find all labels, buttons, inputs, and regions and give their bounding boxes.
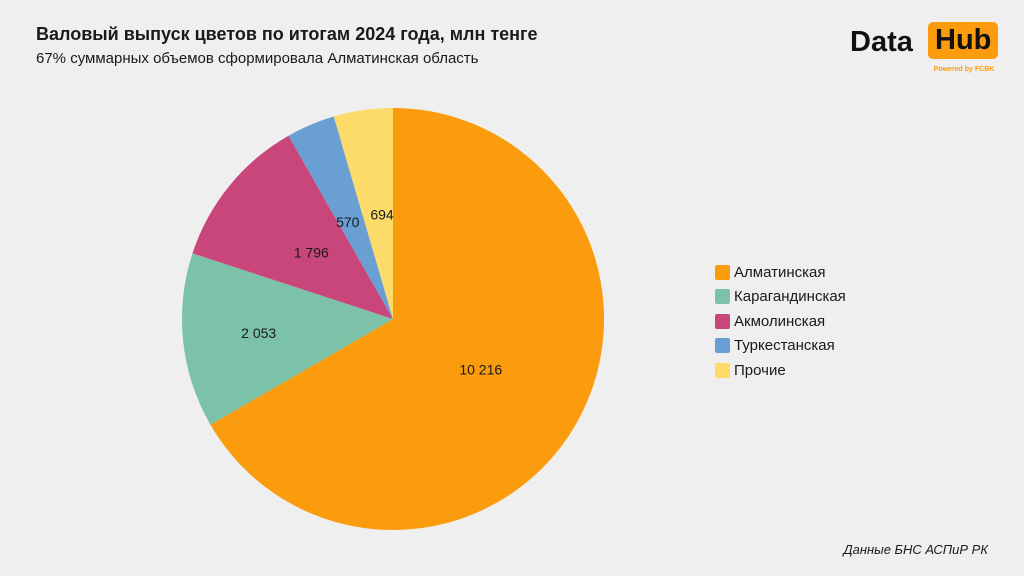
pie-slice-2 bbox=[181, 253, 393, 425]
slice-data-label: 694 bbox=[370, 207, 394, 223]
legend-item: Прочие bbox=[715, 358, 846, 383]
legend-item: Карагандинская bbox=[715, 285, 846, 310]
legend-swatch bbox=[715, 362, 730, 378]
logo-tagline: Powered by FCBK bbox=[933, 66, 995, 73]
legend-swatch bbox=[715, 289, 730, 305]
logo-word-data: Data bbox=[850, 26, 913, 58]
pie-slice-3 bbox=[192, 135, 393, 319]
legend-label: Акмолинская bbox=[734, 312, 826, 330]
pie-slice-4 bbox=[288, 116, 393, 319]
legend-label: Карагандинская bbox=[734, 288, 846, 306]
source-note: Данные БНС АСПиР РК bbox=[843, 542, 988, 557]
pie-slice-5 bbox=[333, 108, 393, 319]
slice-data-label: 2 053 bbox=[241, 325, 276, 341]
slice-data-label: 10 216 bbox=[459, 362, 502, 378]
chart-title: Валовый выпуск цветов по итогам 2024 год… bbox=[36, 24, 538, 44]
legend-item: Акмолинская bbox=[715, 309, 846, 334]
legend-item: Туркестанская bbox=[715, 334, 846, 359]
legend: Алматинская Карагандинская Акмолинская Турк… bbox=[715, 260, 846, 383]
legend-label: Туркестанская bbox=[734, 337, 835, 355]
legend-label: Алматинская bbox=[734, 263, 826, 281]
legend-label: Прочие bbox=[734, 361, 786, 379]
slice-data-label: 1 796 bbox=[294, 244, 329, 260]
logo-word-hub: Hub bbox=[928, 22, 999, 59]
pie-slice-1 bbox=[210, 108, 604, 530]
legend-swatch bbox=[715, 338, 730, 354]
legend-swatch bbox=[715, 264, 730, 280]
chart-subtitle: 67% суммарных объемов сформировала Алмат… bbox=[36, 50, 479, 67]
slice-data-label: 570 bbox=[336, 214, 360, 230]
legend-item: Алматинская bbox=[715, 260, 846, 285]
datahub-logo: Data Hub Powered by FCBK bbox=[850, 22, 1000, 80]
legend-swatch bbox=[715, 313, 730, 329]
